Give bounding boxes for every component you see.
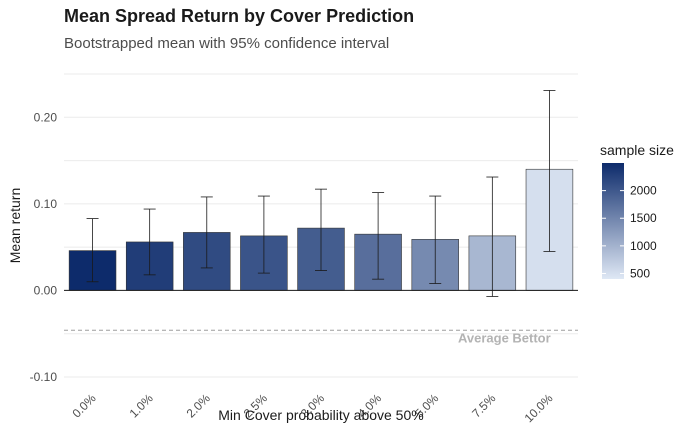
x-tick-label: 1.0% [127,391,156,420]
reference-line-label: Average Bettor [458,330,551,345]
legend-title: sample size [600,142,674,158]
legend: sample size 500 1000 1500 2000 [600,142,674,280]
x-axis-title: Min Cover probability above 50% [218,407,423,423]
x-tick-label: 0.0% [69,391,98,420]
x-tick-label: 2.0% [184,391,213,420]
y-tick-label: 0.10 [34,197,58,211]
y-tick-label: 0.20 [34,110,58,124]
y-tick-label: -0.10 [30,370,58,384]
legend-tick-label: 500 [630,266,650,280]
error-bars [86,90,556,297]
x-tick-label: 10.0% [522,391,556,425]
y-tick-label: 0.00 [34,283,58,297]
reference-line-group: Average Bettor [64,329,578,345]
chart-subtitle: Bootstrapped mean with 95% confidence in… [64,35,390,52]
chart-title: Mean Spread Return by Cover Prediction [64,6,415,26]
legend-tick-label: 1000 [630,239,657,253]
legend-tick-label: 2000 [630,184,657,198]
y-axis-title: Mean return [7,188,23,263]
legend-tick-label: 1500 [630,211,657,225]
legend-colorbar [602,163,624,279]
x-tick-label: 7.5% [469,391,498,420]
